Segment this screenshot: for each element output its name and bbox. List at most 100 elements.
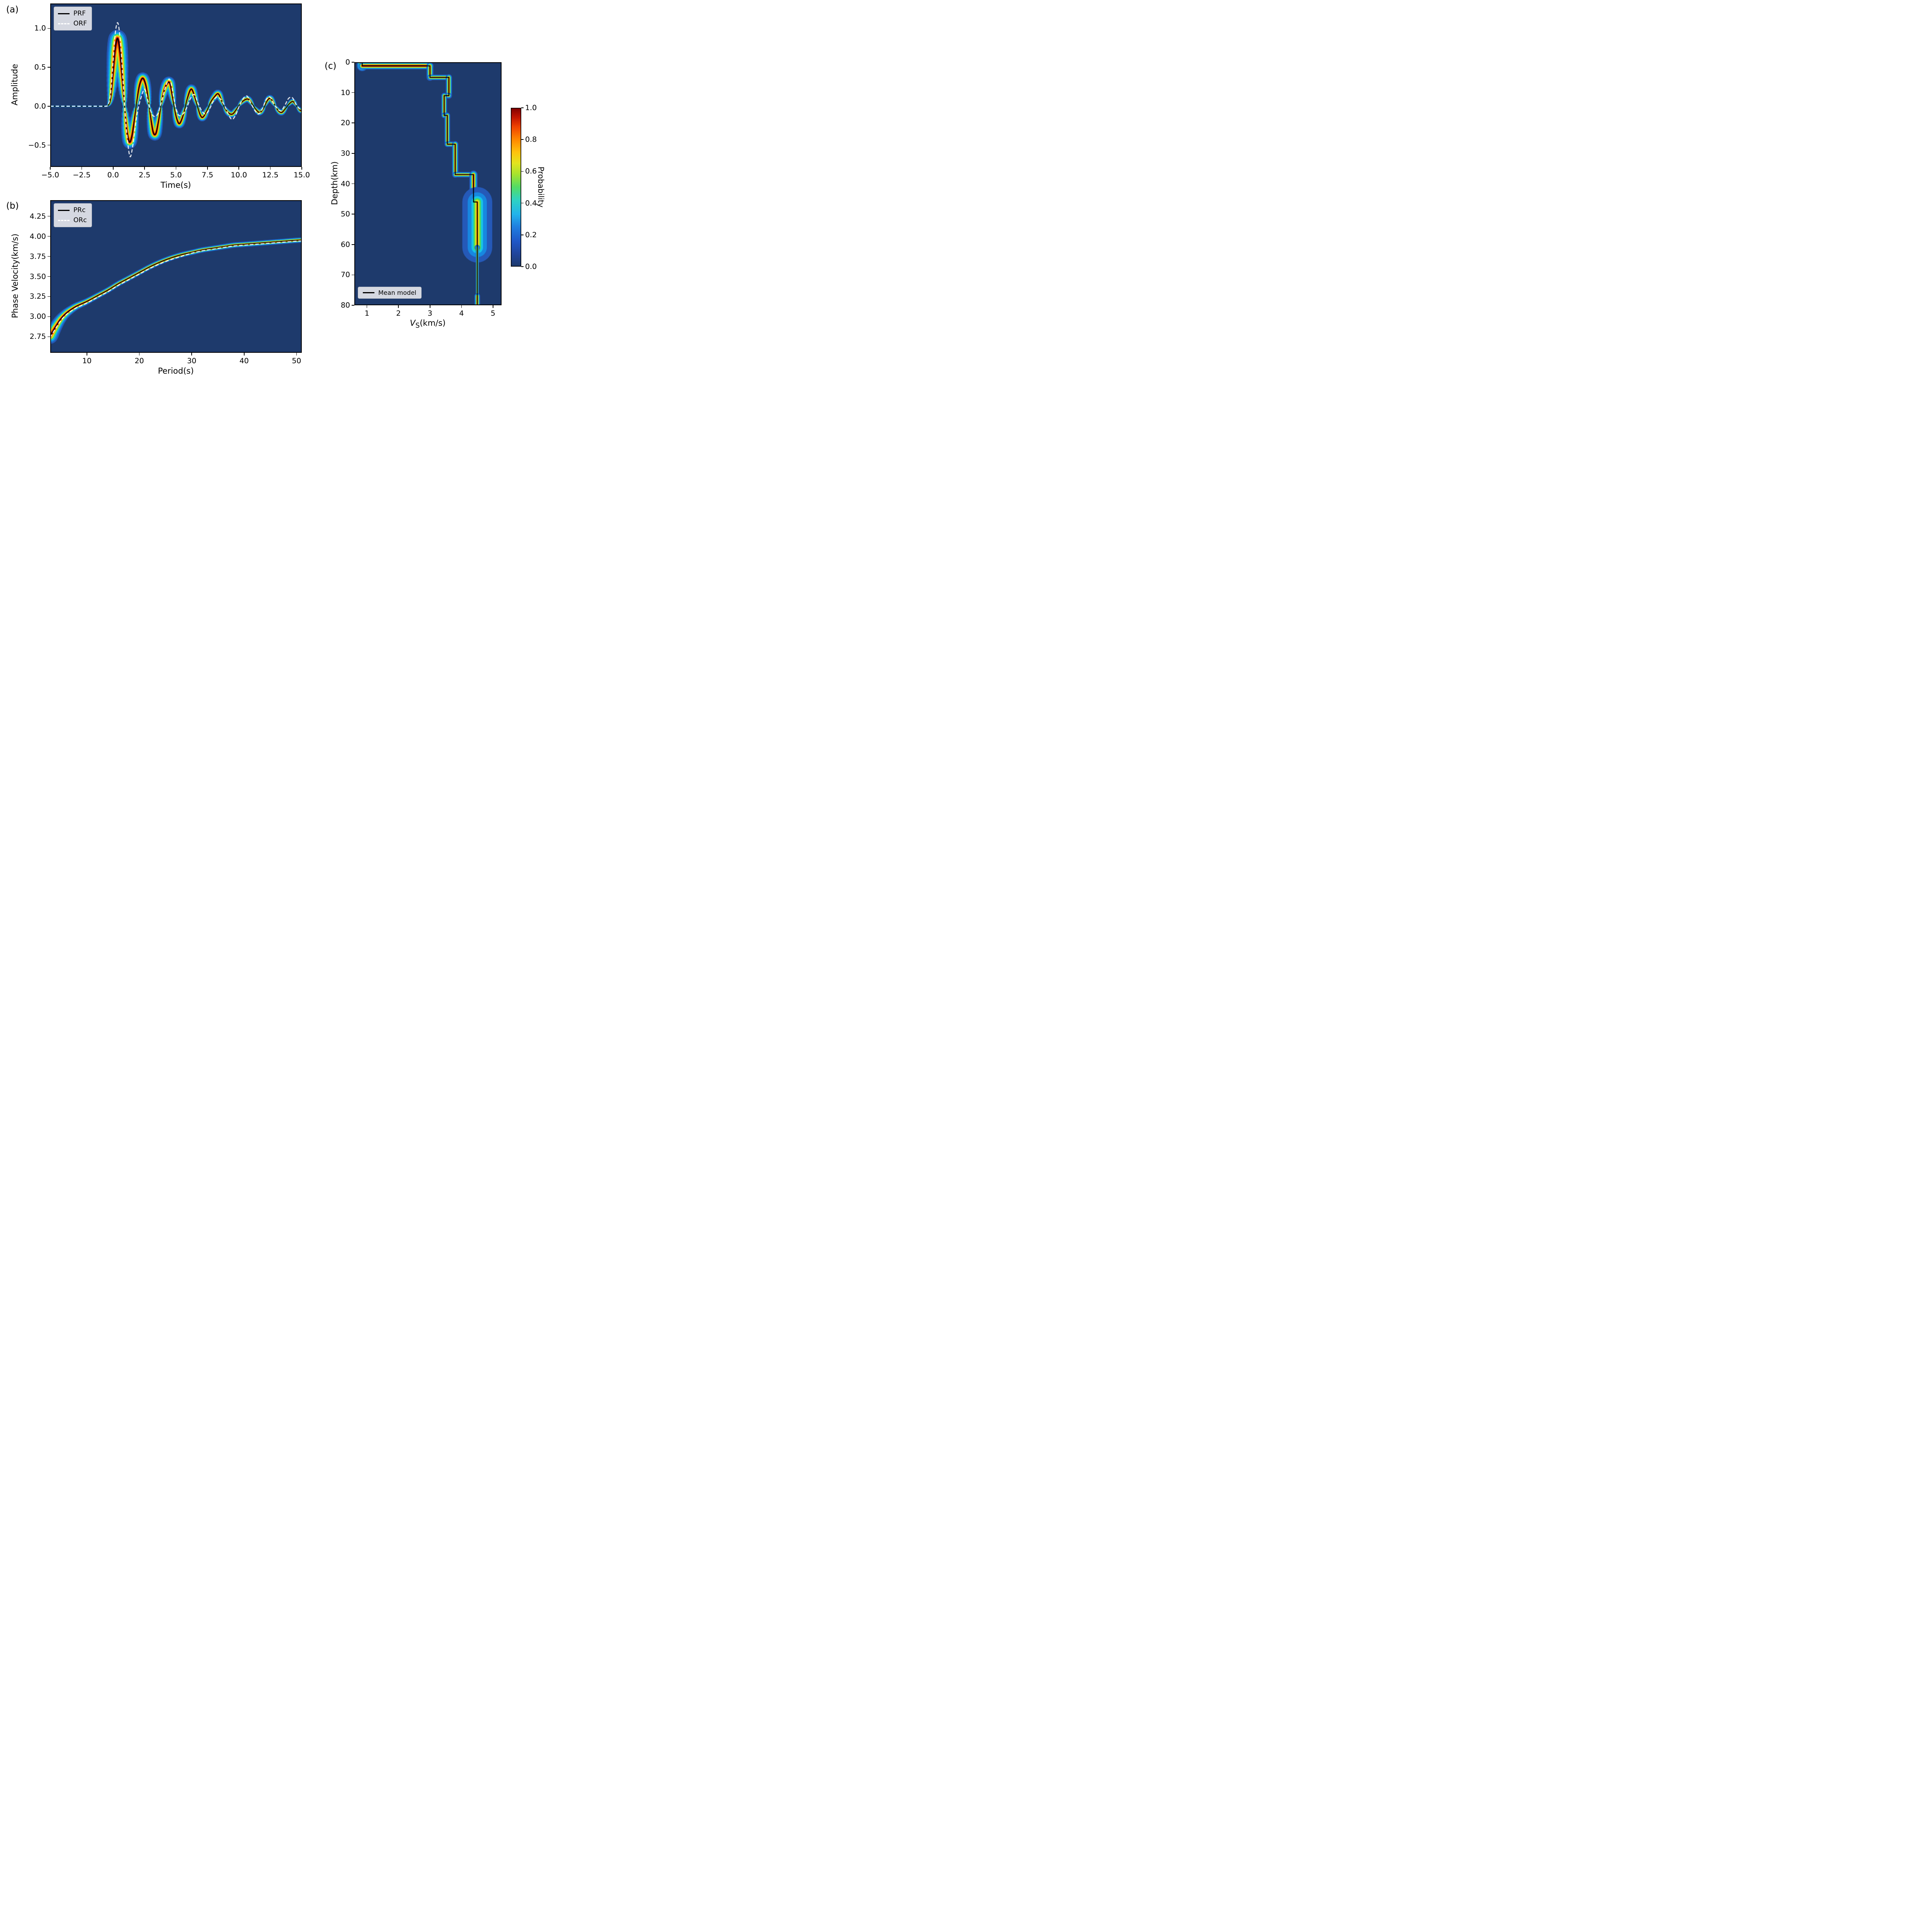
panel-c-label: (c)	[325, 61, 337, 71]
panel-c-x-tick-label: 1	[364, 309, 369, 318]
colorbar-tick-label: 0.8	[525, 135, 537, 144]
colorbar-tick	[521, 202, 524, 204]
panel-c-y-tick	[352, 92, 354, 93]
panel-a-y-tick-label: −0.5	[28, 141, 46, 150]
panel-c-legend: Mean model	[358, 287, 422, 299]
panel-b-y-tick	[48, 216, 50, 217]
panel-b-x-tick-label: 30	[187, 357, 197, 365]
panel-b-y-tick-label: 3.25	[29, 292, 46, 301]
panel-c-plot	[354, 62, 502, 305]
panel-b-y-tick-label: 4.00	[29, 232, 46, 241]
panel-b-x-tick	[139, 353, 140, 355]
panel-c-y-tick	[352, 274, 354, 276]
panel-b-xlabel: Period(s)	[158, 366, 194, 376]
mean-model-line-sample	[363, 292, 374, 293]
panel-c-y-tick-label: 30	[340, 149, 350, 158]
colorbar-tick-label: 0.6	[525, 167, 537, 176]
panel-c-y-tick-label: 40	[340, 179, 350, 188]
panel-a-label: (a)	[6, 5, 19, 15]
mean-model-legend-label: Mean model	[378, 289, 417, 296]
panel-a-x-tick	[301, 167, 302, 170]
panel-a-x-tick-label: 12.5	[262, 171, 279, 179]
panel-b-x-tick	[243, 353, 245, 355]
panel-a-xlabel: Time(s)	[160, 180, 191, 190]
legend-row-mean-model: Mean model	[363, 289, 417, 296]
panel-b-y-tick-label: 3.50	[29, 272, 46, 281]
panel-a-x-tick	[112, 167, 114, 170]
colorbar-tick	[521, 107, 524, 108]
prc-legend-label: PRc	[73, 206, 86, 214]
panel-b-y-tick	[48, 256, 50, 257]
legend-row-orc: ORc	[58, 216, 87, 224]
orf-line-sample	[58, 23, 70, 24]
panel-c-x-tick-label: 3	[427, 309, 432, 318]
panel-a-x-tick-label: 5.0	[170, 171, 182, 179]
orc-line-sample	[58, 219, 70, 221]
orc-legend-label: ORc	[73, 216, 87, 224]
panel-a-ylabel: Amplitude	[10, 64, 19, 105]
legend-row-orf: ORF	[58, 20, 87, 27]
panel-a-x-tick	[238, 167, 240, 170]
panel-a-y-tick	[48, 28, 50, 29]
panel-b-y-tick-label: 3.00	[29, 312, 46, 321]
panel-a-y-tick	[48, 106, 50, 107]
colorbar-tick-label: 0.2	[525, 230, 537, 239]
colorbar-tick	[521, 139, 524, 140]
orf-legend-label: ORF	[73, 20, 87, 27]
panel-b-x-tick-label: 40	[239, 357, 249, 365]
colorbar-tick-label: 0.4	[525, 199, 537, 207]
colorbar-tick	[521, 266, 524, 267]
panel-c-y-tick-label: 50	[340, 210, 350, 219]
panel-a-x-tick-label: −2.5	[73, 171, 91, 179]
panel-b-y-tick	[48, 316, 50, 317]
panel-c-x-tick	[398, 305, 399, 308]
panel-b-y-tick-label: 4.25	[29, 212, 46, 221]
panel-a-plot	[50, 3, 302, 167]
prf-line-sample	[58, 13, 70, 14]
colorbar-tick	[521, 171, 524, 172]
panel-a-x-tick-label: 7.5	[201, 171, 213, 179]
panel-a-x-tick-label: 15.0	[293, 171, 310, 179]
panel-a-x-tick	[270, 167, 271, 170]
panel-a-y-tick	[48, 67, 50, 68]
panel-c-y-tick-label: 20	[340, 119, 350, 128]
panel-c-y-tick-label: 70	[340, 270, 350, 279]
panel-c-x-tick	[461, 305, 462, 308]
panel-a-x-tick-label: 0.0	[107, 171, 119, 179]
figure: (a) (b) (c) Amplitude Time(s) Phase Velo…	[0, 0, 546, 392]
panel-a-legend: PRF ORF	[54, 7, 92, 31]
panel-b-ylabel: Phase Velocity(km/s)	[10, 233, 20, 318]
vs-subscript: S	[415, 322, 420, 330]
panel-c-y-tick-label: 60	[340, 240, 350, 249]
colorbar-label: Probability	[536, 167, 546, 207]
panel-a-x-tick	[50, 167, 51, 170]
panel-a-x-tick	[207, 167, 208, 170]
panel-b-x-tick	[191, 353, 192, 355]
panel-c-y-tick-label: 0	[345, 58, 350, 66]
panel-c-y-tick	[352, 305, 354, 306]
panel-a-x-tick-label: −5.0	[41, 171, 60, 179]
panel-a-y-tick-label: 0.0	[34, 102, 46, 111]
colorbar-tick-label: 1.0	[525, 104, 537, 112]
prf-legend-label: PRF	[73, 10, 86, 17]
panel-c-x-tick-label: 5	[490, 309, 496, 318]
panel-c-x-tick-label: 4	[459, 309, 464, 318]
colorbar-tick-label: 0.0	[525, 262, 537, 271]
panel-c-y-tick	[352, 122, 354, 124]
panel-b-y-tick-label: 3.75	[29, 252, 46, 261]
panel-b-y-tick	[48, 276, 50, 277]
panel-b-x-tick	[296, 353, 297, 355]
panel-c-xlabel: VS(km/s)	[397, 318, 459, 330]
panel-c-y-tick-label: 80	[340, 301, 350, 310]
panel-a-x-tick-label: 2.5	[139, 171, 151, 179]
panel-b-plot	[50, 200, 302, 353]
vs-units: (km/s)	[420, 318, 446, 328]
prc-line-sample	[58, 209, 70, 211]
panel-b-x-tick-label: 20	[134, 357, 144, 365]
panel-c-y-tick	[352, 62, 354, 63]
panel-c-y-tick-label: 10	[340, 88, 350, 97]
colorbar-gradient	[511, 108, 521, 267]
panel-b-y-tick	[48, 296, 50, 297]
legend-row-prf: PRF	[58, 10, 87, 17]
panel-b-label: (b)	[6, 201, 19, 211]
